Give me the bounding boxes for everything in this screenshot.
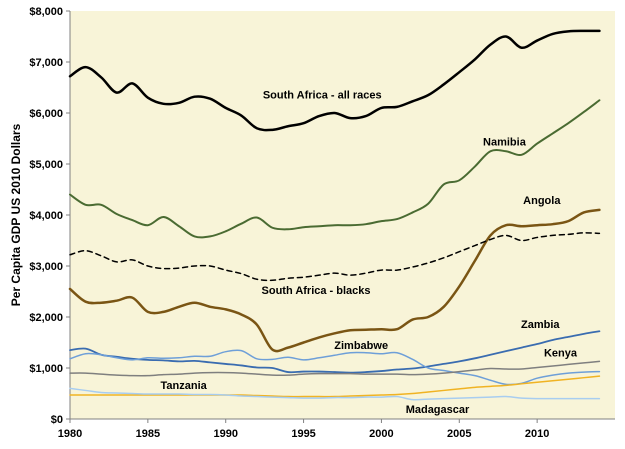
series-labels: South Africa - all races Namibia Angola Sou… [161,90,578,416]
series-label-namibia: Namibia [483,137,527,149]
y-tick-label: $1,000 [29,363,63,375]
series-label-tanzania: Tanzania [161,380,208,392]
series-line-kenya [69,360,601,377]
y-ticks: $0 $1,000 $2,000 $3,000 $4,000 $5,000 $6,000 $7… [29,6,70,426]
series-label-angola: Angola [523,195,561,207]
y-tick-label: $6,000 [29,108,63,120]
series-line-angola [68,208,601,353]
series-label-zambia: Zambia [521,319,560,331]
y-tick-label: $7,000 [29,57,63,69]
y-axis-title: Per Capita GDP US 2010 Dollars [9,123,23,306]
x-tick-label: 2010 [525,428,549,440]
series-line-madagascar [69,387,601,401]
series-line-namibia [69,99,601,239]
series-line-zambia [69,330,601,374]
series-label-madagascar: Madagascar [406,404,470,416]
series-label-zimbabwe: Zimbabwe [334,340,388,352]
x-tick-label: 2005 [447,428,471,440]
y-tick-label: $3,000 [29,261,63,273]
x-tick-label: 1990 [213,428,237,440]
x-ticks: 1980 1985 1990 1995 2000 2005 2010 [58,419,549,440]
series-label-kenya: Kenya [544,347,578,359]
x-tick-label: 1985 [136,428,160,440]
series-line-south-africa-all-races [68,29,601,132]
y-tick-label: $2,000 [29,312,63,324]
x-tick-label: 1995 [291,428,315,440]
x-tick-label: 2000 [369,428,393,440]
series-lines [68,29,601,401]
series-line-south-africa-blacks [69,232,601,282]
series-label-south-africa-blacks: South Africa - blacks [262,285,371,297]
y-tick-label: $4,000 [29,210,63,222]
series-line-tanzania [69,375,601,398]
y-tick-label: $0 [51,414,63,426]
y-tick-label: $8,000 [29,6,63,18]
y-tick-label: $5,000 [29,159,63,171]
series-label-south-africa-all-races: South Africa - all races [263,90,382,102]
plot-area [70,11,615,419]
x-tick-label: 1980 [58,428,82,440]
